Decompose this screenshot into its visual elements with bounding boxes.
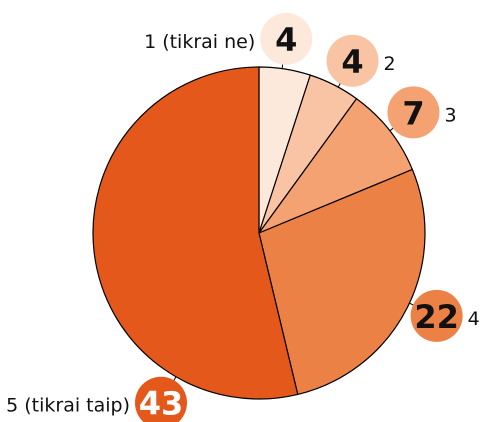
category-label: 5 (tikrai taip) xyxy=(6,395,130,417)
category-label: 2 xyxy=(384,53,396,75)
value-badge xyxy=(260,12,313,65)
value-label: 4 xyxy=(275,21,297,59)
category-label: 4 xyxy=(468,308,480,330)
category-label: 3 xyxy=(444,104,456,126)
value-label: 4 xyxy=(341,43,363,81)
value-label: 22 xyxy=(414,298,459,336)
value-badge xyxy=(410,289,463,342)
value-badge xyxy=(387,86,440,139)
pie-slice xyxy=(257,97,414,235)
value-label: 43 xyxy=(139,385,184,422)
category-label: 1 (tikrai ne) xyxy=(144,31,255,53)
value-label: 7 xyxy=(402,94,424,132)
pie-slice xyxy=(258,168,426,396)
value-badge xyxy=(326,34,379,87)
pie-slice xyxy=(92,66,299,400)
value-badge xyxy=(135,376,187,422)
